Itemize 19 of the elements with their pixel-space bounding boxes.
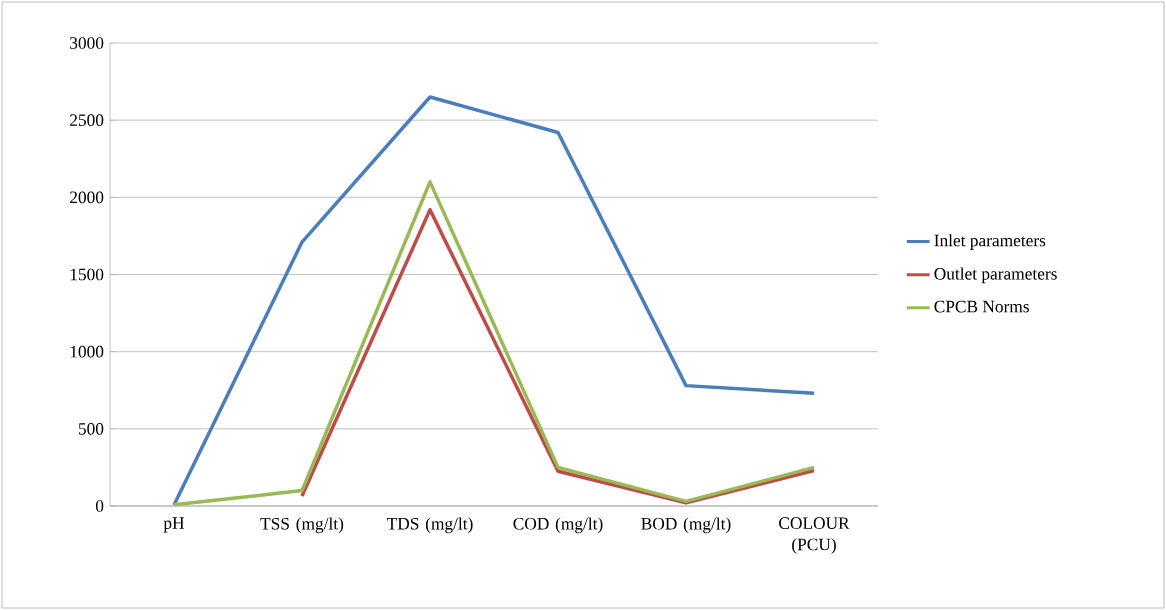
line-series — [300, 207, 816, 505]
legend-label: CPCB Norms — [934, 300, 1029, 313]
legend-label: Outlet parameters — [934, 267, 1057, 284]
line-series — [172, 95, 816, 506]
y-tick-label: 1500 — [70, 268, 104, 281]
x-tick-label: BOD (mg/lt) — [641, 517, 731, 534]
y-tick-label: 0 — [95, 500, 104, 512]
y-tick-label: 1000 — [70, 345, 104, 358]
y-tick-label: 500 — [78, 422, 104, 435]
y-tick-label: 2000 — [70, 191, 104, 204]
x-tick-label: COD (mg/lt) — [513, 517, 603, 534]
x-tick-label: TDS (mg/lt) — [386, 517, 473, 534]
x-tick-label: TSS (mg/lt) — [260, 517, 344, 534]
line-series — [172, 180, 816, 506]
y-tick-label: 2500 — [70, 114, 104, 127]
x-tick-label: pH — [163, 517, 185, 533]
x-tick-label: COLOUR (PCU) — [779, 517, 850, 554]
y-tick-label: 3000 — [70, 37, 104, 49]
legend-label: Inlet parameters — [934, 234, 1046, 250]
